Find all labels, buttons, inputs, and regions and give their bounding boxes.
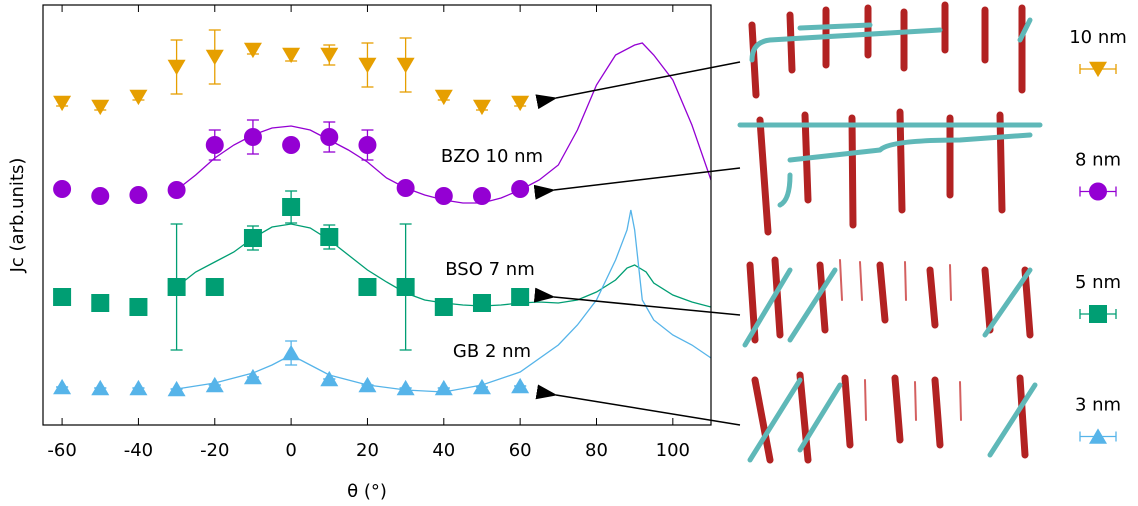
marker: [1089, 305, 1107, 323]
marker: [129, 379, 148, 396]
y-axis-label: Jc (arb.units): [7, 158, 28, 274]
marker: [205, 278, 224, 296]
x-axis-label: θ (°): [347, 481, 387, 502]
marker: [205, 49, 224, 66]
marker: [53, 288, 72, 306]
marker: [205, 136, 224, 154]
marker: [53, 180, 72, 198]
legend-label: 8 nm: [1075, 150, 1121, 171]
marker: [167, 278, 186, 296]
x-tick-label: 0: [285, 440, 296, 461]
marker: [53, 95, 72, 112]
marker: [129, 298, 148, 316]
marker: [129, 89, 148, 106]
marker: [472, 294, 491, 312]
marker: [358, 278, 377, 296]
marker: [243, 229, 262, 247]
marker: [396, 57, 415, 74]
annotation: GB 2 nm: [453, 341, 531, 362]
annotation: BSO 7 nm: [445, 259, 534, 280]
marker: [167, 181, 186, 199]
marker: [91, 99, 110, 116]
curve: [176, 223, 711, 308]
x-tick-label: -20: [200, 440, 229, 461]
marker: [167, 59, 186, 76]
marker: [358, 57, 377, 74]
marker: [320, 370, 339, 387]
marker: [282, 47, 301, 64]
legend-label: 10 nm: [1069, 27, 1127, 48]
marker: [434, 298, 453, 316]
marker: [91, 379, 110, 396]
marker: [358, 136, 377, 154]
marker: [129, 186, 148, 204]
marker: [1089, 61, 1107, 78]
marker: [511, 377, 530, 394]
plot-area: [53, 29, 711, 397]
arrows: [533, 61, 741, 426]
x-tick-label: 40: [432, 440, 455, 461]
vortex-renderings: [737, 1, 1043, 464]
marker: [91, 187, 110, 205]
x-tick-label: 100: [656, 440, 690, 461]
marker: [1089, 428, 1107, 444]
marker: [396, 278, 415, 296]
marker: [205, 376, 224, 393]
x-tick-label: -40: [124, 440, 153, 461]
marker: [434, 379, 453, 396]
marker: [396, 179, 415, 197]
x-tick-label: 60: [509, 440, 532, 461]
marker: [511, 95, 530, 112]
marker: [282, 344, 301, 361]
marker: [511, 180, 530, 198]
x-tick-label: 20: [356, 440, 379, 461]
curve: [176, 42, 711, 204]
marker: [243, 128, 262, 146]
marker: [282, 198, 301, 216]
plot-frame: [42, 4, 712, 426]
marker: [320, 228, 339, 246]
marker: [320, 128, 339, 146]
marker: [320, 47, 339, 64]
marker: [434, 187, 453, 205]
marker: [243, 42, 262, 59]
annotation: BZO 10 nm: [441, 146, 543, 167]
legend: 10 nm 8 nm 5 nm 3 nm: [1069, 27, 1127, 444]
x-tick-label: 80: [585, 440, 608, 461]
marker: [167, 380, 186, 397]
legend-label: 5 nm: [1075, 272, 1121, 293]
marker: [472, 187, 491, 205]
marker: [472, 378, 491, 395]
marker: [472, 99, 491, 116]
marker: [243, 368, 262, 385]
marker: [358, 376, 377, 393]
legend-label: 3 nm: [1075, 395, 1121, 416]
x-tick-label: -60: [47, 440, 76, 461]
marker: [53, 378, 72, 395]
marker: [511, 288, 530, 306]
marker: [91, 294, 110, 312]
marker: [434, 89, 453, 106]
marker: [396, 379, 415, 396]
marker: [282, 136, 301, 154]
marker: [1089, 182, 1107, 201]
